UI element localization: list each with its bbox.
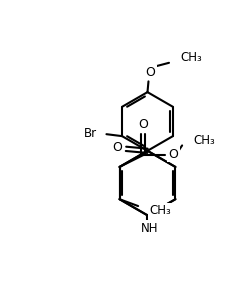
Text: Br: Br — [84, 127, 97, 140]
Text: O: O — [146, 66, 155, 79]
Text: NH: NH — [141, 222, 158, 235]
Text: CH₃: CH₃ — [194, 134, 216, 147]
Text: O: O — [168, 148, 178, 161]
Text: O: O — [138, 118, 148, 131]
Text: CH₃: CH₃ — [149, 204, 171, 218]
Text: O: O — [112, 141, 122, 154]
Text: CH₃: CH₃ — [181, 51, 203, 64]
